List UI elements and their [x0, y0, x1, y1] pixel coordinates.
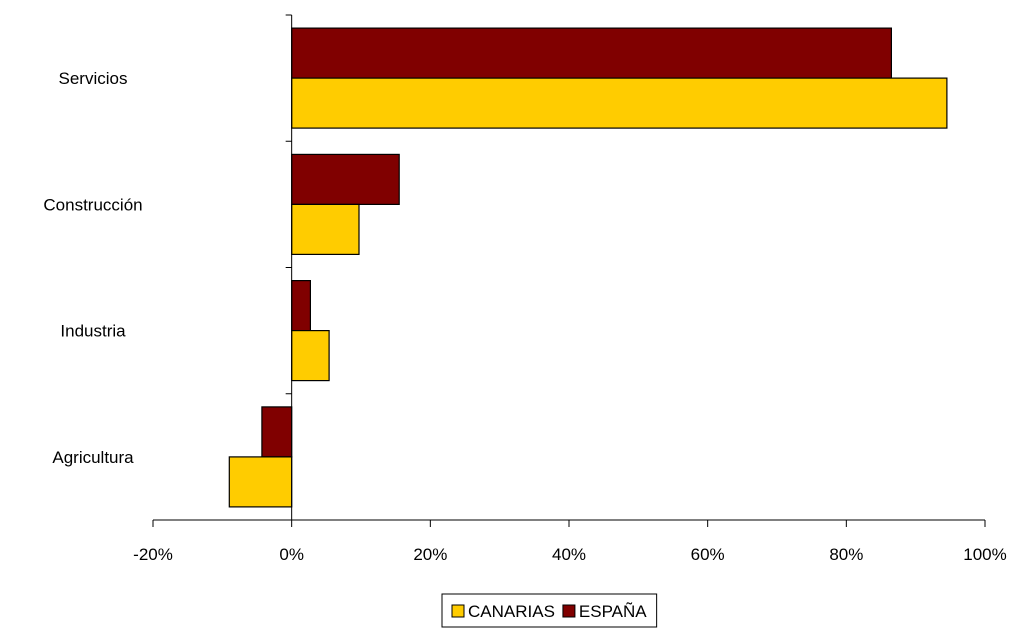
x-tick-label: 0%: [279, 545, 304, 564]
category-label: Agricultura: [52, 448, 134, 467]
category-label: Industria: [60, 322, 126, 341]
category-labels-group: Servicios Construcción Industria Agricultur…: [43, 69, 142, 467]
x-tick-label: 100%: [963, 545, 1006, 564]
bar-construccion-espana: [291, 153, 400, 205]
legend-label: ESPAÑA: [579, 602, 647, 621]
category-label: Construcción: [43, 195, 142, 214]
x-ticks-group: -20% 0% 20% 40% 60% 80% 100%: [133, 520, 1007, 564]
legend-box: [441, 593, 658, 628]
bar-agricultura-canarias: [228, 456, 293, 508]
bar-construccion-canarias: [291, 203, 360, 255]
legend: CANARIAS ESPAÑA: [441, 593, 658, 628]
bar-servicios-espana: [291, 27, 893, 79]
bars-group: [228, 27, 948, 508]
x-tick-label: 20%: [413, 545, 447, 564]
bar-agricultura-espana: [261, 406, 293, 458]
legend-label: CANARIAS: [468, 602, 555, 621]
bar-servicios-canarias: [291, 77, 948, 129]
x-tick-label: 80%: [829, 545, 863, 564]
legend-swatch: [562, 604, 576, 618]
x-tick-label: 60%: [691, 545, 725, 564]
category-label: Servicios: [59, 69, 128, 88]
legend-swatch: [451, 604, 465, 618]
x-tick-label: 40%: [552, 545, 586, 564]
bar-industria-espana: [291, 280, 312, 332]
x-tick-label: -20%: [133, 545, 173, 564]
bar-industria-canarias: [291, 330, 330, 382]
